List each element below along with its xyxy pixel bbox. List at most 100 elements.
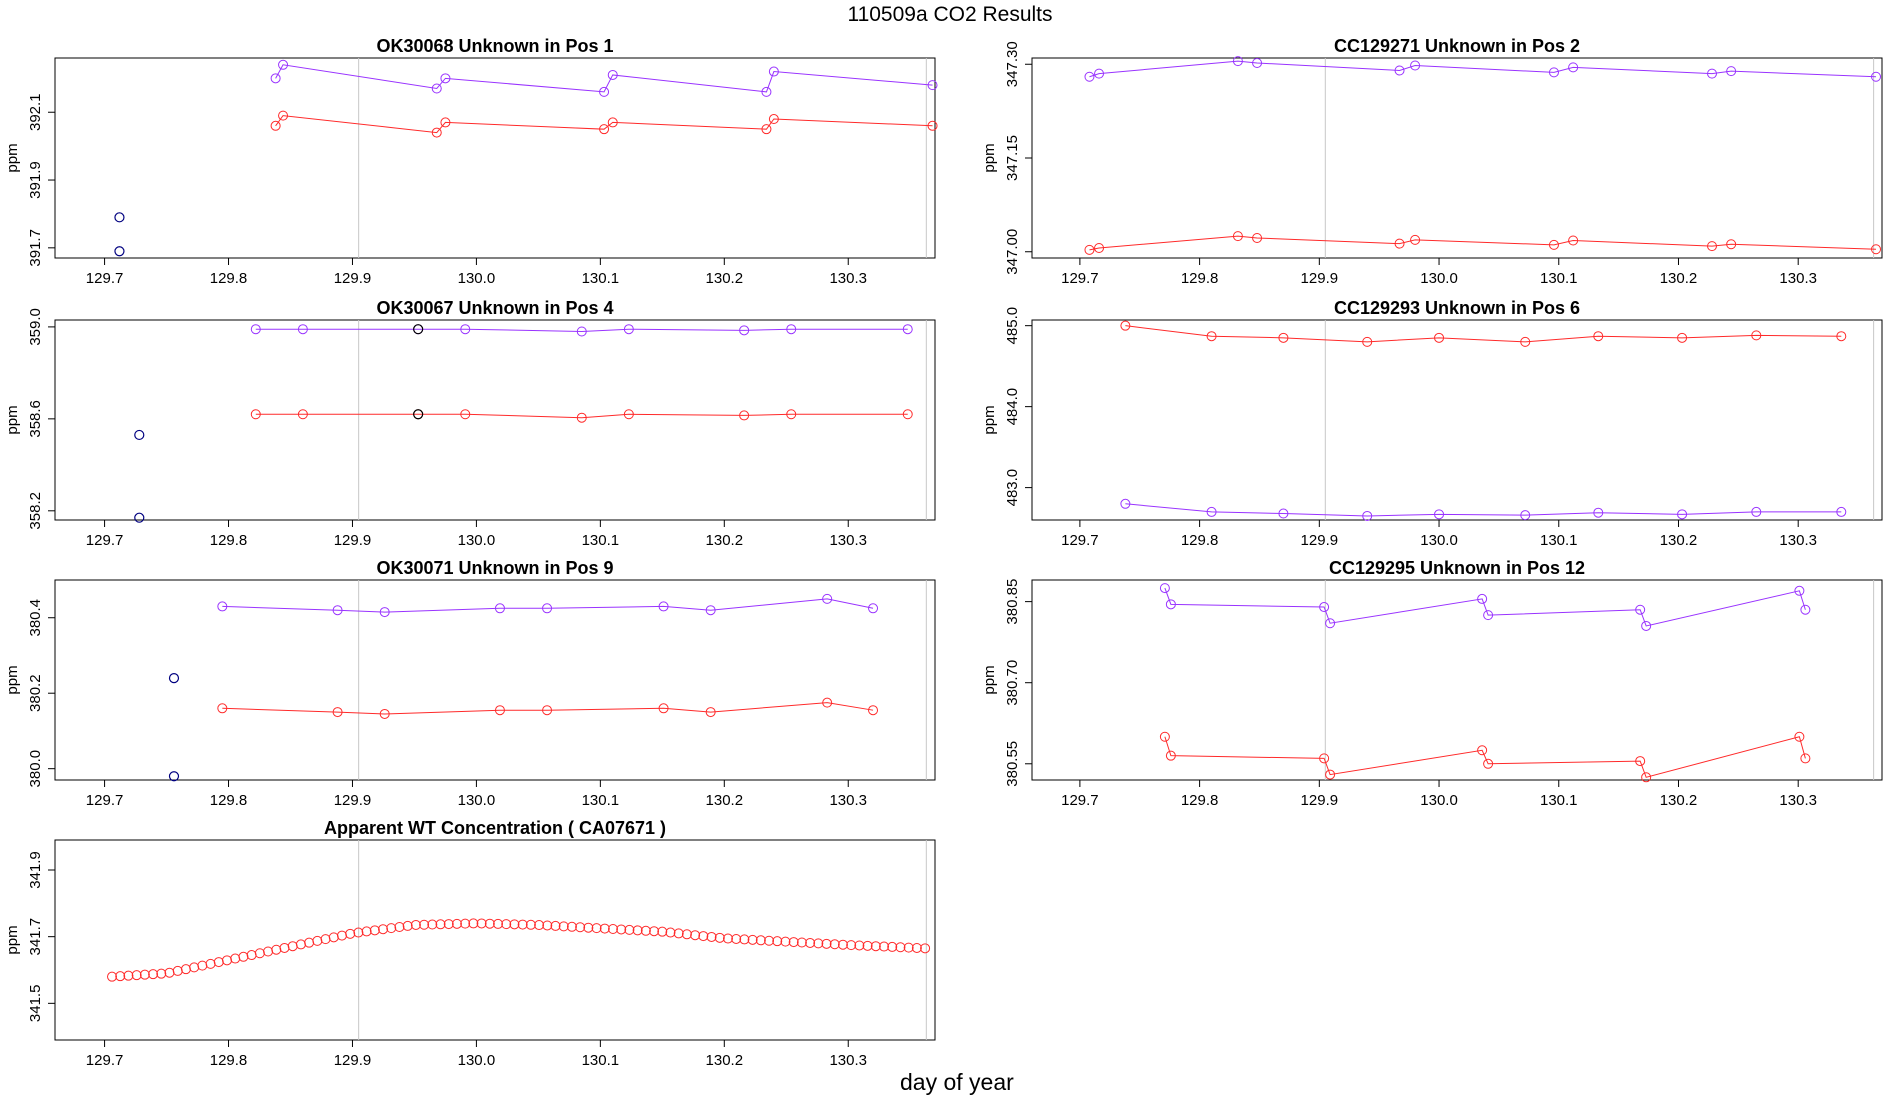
y-tick-label: 380.85 (1004, 579, 1021, 625)
x-tick-label: 130.0 (1420, 532, 1458, 549)
data-point (378, 924, 389, 935)
data-point (1836, 331, 1847, 342)
y-tick-label: 380.55 (1004, 741, 1021, 787)
plot-frame (1031, 57, 1883, 259)
data-point (768, 66, 779, 77)
data-point (139, 969, 150, 980)
chart-panel-4: CC129293 Unknown in Pos 6 129.7 129.8 129.9… (981, 298, 1883, 549)
y-tick-label: 341.5 (27, 985, 44, 1023)
series-line (275, 115, 933, 134)
panel-title: CC129271 Unknown in Pos 2 (1334, 36, 1580, 56)
highlighted-point (413, 324, 424, 335)
series-line (1125, 503, 1842, 517)
data-point (599, 923, 610, 934)
panel-title: CC129293 Unknown in Pos 6 (1334, 298, 1580, 318)
x-tick-label: 130.3 (1779, 270, 1817, 287)
data-point (297, 324, 308, 335)
data-point (911, 942, 922, 953)
x-tick-label: 129.7 (86, 792, 124, 809)
data-point (1319, 753, 1330, 764)
data-point (624, 924, 635, 935)
data-point (1394, 238, 1405, 249)
data-point (1252, 58, 1263, 68)
data-point (658, 703, 669, 714)
y-tick-label: 380.4 (27, 599, 44, 637)
data-point (698, 931, 709, 942)
data-point (870, 941, 881, 952)
data-point (1278, 332, 1289, 343)
x-tick-label: 129.8 (210, 792, 248, 809)
x-tick-label: 130.0 (458, 532, 496, 549)
data-point (673, 928, 684, 939)
y-axis-label: ppm (4, 925, 21, 954)
plot-frame (1031, 319, 1883, 521)
data-point (1319, 602, 1330, 613)
data-point (879, 941, 890, 952)
data-point (542, 705, 553, 716)
data-point (821, 938, 832, 949)
data-point (279, 942, 290, 953)
data-point (768, 114, 779, 125)
data-point (739, 325, 750, 336)
data-point (1568, 235, 1579, 246)
data-point (1677, 509, 1688, 520)
data-point (607, 117, 618, 128)
x-tick-label: 129.9 (1301, 532, 1339, 549)
data-point (534, 920, 545, 931)
data-point (566, 921, 577, 932)
data-point (1394, 65, 1405, 76)
data-point (576, 412, 587, 423)
y-tick-label: 341.7 (27, 918, 44, 956)
data-point (640, 925, 651, 936)
data-point (107, 971, 118, 982)
x-tick-label: 129.9 (1301, 270, 1339, 287)
series-line (275, 64, 933, 93)
x-tick-label: 130.1 (1540, 270, 1578, 287)
data-point (410, 919, 421, 930)
data-point (254, 948, 265, 959)
data-point (1641, 620, 1652, 631)
data-point (494, 603, 505, 614)
data-point (829, 939, 840, 950)
data-point (599, 124, 610, 135)
data-point (632, 925, 643, 936)
x-tick-label: 130.1 (582, 1052, 620, 1069)
data-point (1410, 60, 1421, 71)
x-tick-label: 129.7 (86, 532, 124, 549)
plot-frame (54, 839, 936, 1041)
data-point (263, 946, 274, 957)
data-point (230, 953, 241, 964)
data-point (1362, 336, 1373, 347)
series-line (1164, 587, 1806, 627)
data-point (575, 922, 586, 933)
data-point (1278, 508, 1289, 519)
data-point (295, 939, 306, 950)
series-line (222, 702, 874, 715)
x-tick-label: 130.2 (1660, 792, 1698, 809)
data-point (1325, 618, 1336, 629)
data-point (1593, 507, 1604, 518)
data-point (509, 919, 520, 930)
data-point (761, 124, 772, 135)
x-tick-label: 129.9 (1301, 792, 1339, 809)
data-point (895, 942, 906, 953)
data-point (1206, 506, 1217, 517)
data-point (278, 59, 289, 70)
data-point (607, 69, 618, 80)
y-axis-label: ppm (981, 665, 998, 694)
data-point (846, 940, 857, 951)
data-point (788, 937, 799, 948)
data-point (822, 697, 833, 708)
data-point (764, 935, 775, 946)
data-point (1120, 320, 1131, 331)
panel-title: OK30071 Unknown in Pos 9 (376, 558, 613, 578)
x-tick-label: 129.8 (1181, 270, 1219, 287)
x-tick-label: 129.7 (1061, 270, 1099, 287)
series-line (255, 413, 908, 419)
data-point (1593, 331, 1604, 342)
chart-panel-1: OK30068 Unknown in Pos 1 129.7 129.8 129.9 1… (4, 36, 938, 287)
data-point (451, 918, 462, 929)
data-point (755, 935, 766, 946)
data-point (927, 120, 938, 131)
x-tick-label: 130.0 (458, 1052, 496, 1069)
